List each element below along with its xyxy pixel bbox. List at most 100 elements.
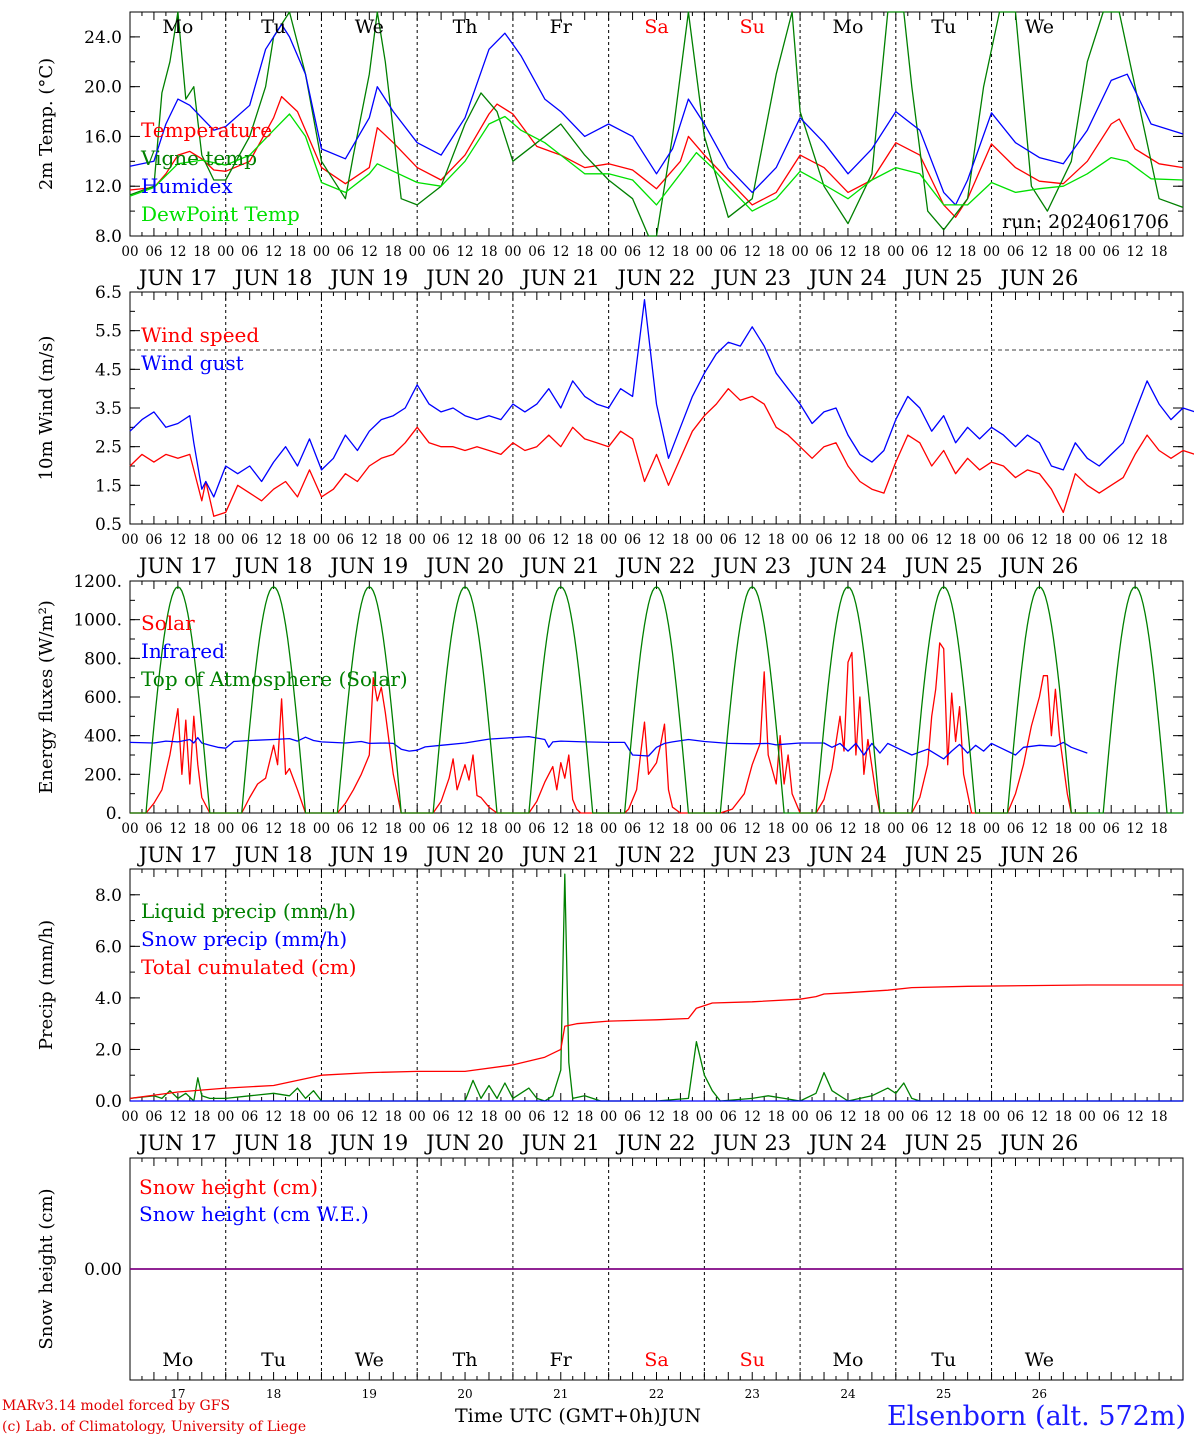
hour-tick-label: 12 xyxy=(839,244,856,260)
legend-entry: Snow height (cm W.E.) xyxy=(139,1202,369,1226)
series-line xyxy=(129,873,1183,1102)
y-tick-label: 600. xyxy=(84,688,122,708)
hour-tick-label: 18 xyxy=(385,244,402,260)
hour-tick-label: 06 xyxy=(1103,1109,1120,1125)
hour-tick-label: 18 xyxy=(1055,821,1072,837)
hour-tick-label: 12 xyxy=(935,1109,952,1125)
weekday-label: Th xyxy=(453,16,478,38)
hour-tick-label: 00 xyxy=(983,821,1000,837)
hour-tick-label: 06 xyxy=(528,821,545,837)
hour-tick-label: 12 xyxy=(361,1109,378,1125)
hour-tick-label: 00 xyxy=(409,244,426,260)
y-tick-label: 20.0 xyxy=(84,78,122,98)
day-number-label: 24 xyxy=(840,1387,856,1401)
hour-tick-label: 12 xyxy=(1127,244,1144,260)
hour-tick-label: 18 xyxy=(768,821,785,837)
date-label: JUN 20 xyxy=(424,843,504,867)
panel-2: 0.5 1.5 2.5 3.5 4.5 5.5 6.5 10m Wind (m/s) Wind … xyxy=(36,283,1194,578)
weekday-label: Mo xyxy=(162,1349,193,1371)
hour-tick-label: 18 xyxy=(768,1109,785,1125)
hour-tick-label: 00 xyxy=(791,532,808,548)
hour-tick-label: 06 xyxy=(1103,821,1120,837)
hour-tick-label: 12 xyxy=(1031,821,1048,837)
y-tick-label: 2.5 xyxy=(95,438,122,458)
hour-tick-label: 12 xyxy=(265,532,282,548)
hour-tick-label: 06 xyxy=(815,244,832,260)
y-tick-label: 5.5 xyxy=(95,322,122,342)
hour-tick-label: 06 xyxy=(624,821,641,837)
hour-tick-label: 18 xyxy=(193,244,210,260)
hour-tick-label: 00 xyxy=(1079,1109,1096,1125)
day-number-label: 25 xyxy=(936,1387,951,1401)
hour-tick-label: 06 xyxy=(337,821,354,837)
legend-entry: DewPoint Temp xyxy=(141,202,300,226)
hour-tick-label: 12 xyxy=(648,532,665,548)
hour-tick-label: 18 xyxy=(385,532,402,548)
hour-tick-label: 12 xyxy=(361,821,378,837)
hour-tick-label: 06 xyxy=(1103,244,1120,260)
hour-tick-label: 18 xyxy=(576,1109,593,1125)
hour-tick-label: 06 xyxy=(145,1109,162,1125)
date-label: JUN 22 xyxy=(616,266,696,290)
month-label: JUN xyxy=(660,1405,701,1427)
hour-tick-label: 00 xyxy=(121,1109,138,1125)
hour-tick-label: 18 xyxy=(672,1109,689,1125)
weekday-label: Tu xyxy=(261,1349,286,1371)
lab-credit: (c) Lab. of Climatology, University of L… xyxy=(2,1419,307,1435)
hour-tick-label: 12 xyxy=(839,1109,856,1125)
series-line xyxy=(129,95,1184,218)
hour-tick-label: 00 xyxy=(409,821,426,837)
model-credit: MARv3.14 model forced by GFS xyxy=(2,1398,231,1414)
hour-tick-label: 00 xyxy=(887,821,904,837)
hour-tick-label: 06 xyxy=(241,244,258,260)
hour-tick-label: 12 xyxy=(648,821,665,837)
series-line xyxy=(130,642,1088,814)
date-label: JUN 19 xyxy=(328,554,408,578)
hour-tick-label: 18 xyxy=(959,1109,976,1125)
series-line xyxy=(129,299,1194,498)
hour-tick-label: 18 xyxy=(289,244,306,260)
hour-tick-label: 18 xyxy=(863,821,880,837)
hour-tick-label: 18 xyxy=(1055,244,1072,260)
series-line xyxy=(129,23,1184,206)
weekday-label: Su xyxy=(740,1349,765,1371)
hour-tick-label: 12 xyxy=(456,1109,473,1125)
legend-entry: Humidex xyxy=(141,174,233,198)
hour-tick-label: 18 xyxy=(289,532,306,548)
hour-tick-label: 18 xyxy=(480,532,497,548)
hour-tick-label: 12 xyxy=(456,244,473,260)
hour-tick-label: 00 xyxy=(313,532,330,548)
y-tick-label: 0.0 xyxy=(95,1092,122,1112)
legend-entry: Top of Atmosphere (Solar) xyxy=(141,667,408,691)
series-line xyxy=(129,735,1088,760)
hour-tick-label: 18 xyxy=(959,532,976,548)
hour-tick-label: 12 xyxy=(935,821,952,837)
date-label: JUN 24 xyxy=(807,1131,887,1155)
hour-tick-label: 06 xyxy=(720,821,737,837)
hour-tick-label: 00 xyxy=(791,244,808,260)
hour-tick-label: 12 xyxy=(361,244,378,260)
hour-tick-label: 12 xyxy=(1127,821,1144,837)
hour-tick-label: 12 xyxy=(456,821,473,837)
series-line xyxy=(129,11,1184,237)
hour-tick-label: 00 xyxy=(887,1109,904,1125)
y-tick-label: 8.0 xyxy=(95,886,122,906)
hour-tick-label: 00 xyxy=(217,821,234,837)
hour-tick-label: 06 xyxy=(911,532,928,548)
date-label: JUN 20 xyxy=(424,1131,504,1155)
weekday-label: We xyxy=(1025,16,1054,38)
hour-tick-label: 06 xyxy=(1103,532,1120,548)
hour-tick-label: 06 xyxy=(145,244,162,260)
hour-tick-label: 18 xyxy=(1150,532,1167,548)
hour-tick-label: 12 xyxy=(552,532,569,548)
hour-tick-label: 00 xyxy=(887,532,904,548)
hour-tick-label: 06 xyxy=(1007,532,1024,548)
y-tick-label: 1000. xyxy=(73,611,122,631)
hour-tick-label: 18 xyxy=(385,821,402,837)
hour-tick-label: 18 xyxy=(1150,821,1167,837)
hour-tick-label: 00 xyxy=(1079,532,1096,548)
hour-tick-label: 06 xyxy=(145,821,162,837)
hour-tick-label: 12 xyxy=(169,244,186,260)
hour-tick-label: 00 xyxy=(600,244,617,260)
y-tick-label: 2.0 xyxy=(95,1040,122,1060)
